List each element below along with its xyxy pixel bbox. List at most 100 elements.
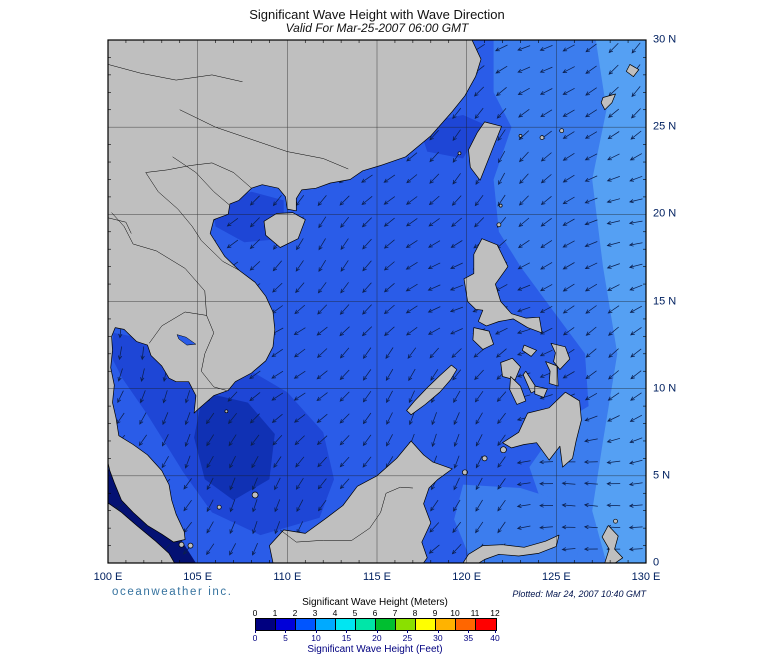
palawan-island	[406, 364, 458, 416]
feet-tick-mark	[437, 630, 439, 633]
leyte-island	[545, 361, 559, 387]
meters-tick-label: 6	[372, 608, 378, 618]
feet-tick-label: 10	[311, 633, 321, 643]
feet-tick-mark	[285, 630, 287, 633]
lon-label: 105 E	[183, 571, 213, 583]
small-island	[457, 151, 462, 156]
meters-tick-label: 9	[432, 608, 438, 618]
colorbar-segment	[316, 619, 336, 630]
colorbar-segment	[416, 619, 436, 630]
oceanweather-logo-text: oceanweather inc.	[112, 586, 233, 598]
chart-subtitle: Valid For Mar-25-2007 06:00 GMT	[285, 21, 469, 35]
lon-label: 120 E	[452, 571, 482, 583]
masbate-island	[521, 344, 537, 357]
small-island	[251, 491, 259, 499]
meters-tick-label: 5	[352, 608, 358, 618]
small-island	[178, 541, 185, 548]
mindoro-island	[472, 327, 494, 350]
feet-tick-mark	[255, 630, 256, 633]
meters-tick-label: 4	[332, 608, 338, 618]
feet-tick-mark	[407, 630, 409, 633]
feet-tick-mark	[346, 630, 348, 633]
feet-tick-label: 20	[372, 633, 382, 643]
small-island	[559, 128, 565, 134]
chart-title: Significant Wave Height with Wave Direct…	[249, 7, 505, 22]
small-island	[498, 203, 503, 208]
lat-label: 10 N	[653, 382, 677, 395]
colorbar-segment	[436, 619, 456, 630]
legend-feet-title: Significant Wave Height (Feet)	[307, 644, 443, 655]
lat-label: 15 N	[653, 294, 677, 307]
small-island	[539, 135, 545, 140]
feet-tick-label: 40	[490, 633, 500, 643]
graticule-layer	[108, 40, 646, 563]
colorbar-segment	[256, 619, 276, 630]
feet-tick-label: 25	[402, 633, 413, 643]
samar-island	[550, 342, 571, 370]
sulawesi-island	[462, 534, 560, 563]
meters-tick-label: 11	[470, 608, 480, 618]
feet-tick-label: 15	[341, 633, 352, 643]
meters-tick-label: 10	[450, 608, 460, 618]
feet-tick-mark	[468, 630, 470, 633]
small-island	[518, 134, 523, 138]
colorbar-segment	[356, 619, 376, 630]
cebu-island	[522, 370, 538, 394]
mainland-asia	[108, 40, 482, 543]
colorbar-segment	[456, 619, 476, 630]
borneo-island	[269, 440, 453, 563]
borders-rivers-layer	[108, 64, 413, 543]
amami-island	[625, 64, 640, 77]
lon-label: 130 E	[631, 571, 661, 583]
colorbar-segment	[476, 619, 496, 630]
small-island	[481, 455, 488, 462]
lat-label: 0	[653, 556, 660, 569]
meters-tick-label: 0	[252, 608, 258, 618]
feet-tick-mark	[315, 630, 317, 633]
lat-label: 20 N	[653, 207, 677, 220]
mindanao-island	[502, 391, 582, 468]
small-island	[216, 504, 222, 510]
land-layer	[108, 40, 640, 563]
map-layers	[108, 40, 646, 563]
luzon-island	[463, 238, 543, 334]
small-island	[224, 409, 229, 414]
small-island	[613, 518, 618, 524]
lon-label: 125 E	[541, 571, 571, 583]
plotted-timestamp: Plotted: Mar 24, 2007 10:40 GMT	[512, 589, 646, 599]
meters-tick-label: 7	[392, 608, 398, 618]
meters-tick-label: 8	[412, 608, 418, 618]
meters-tick-label: 12	[490, 608, 500, 618]
small-island	[462, 469, 468, 476]
colorbar-segment	[376, 619, 396, 630]
map-frame	[107, 39, 647, 564]
bohol-island	[534, 385, 548, 398]
hainan-island	[263, 212, 306, 248]
tonle-sap-lake	[176, 334, 197, 346]
lon-label: 100 E	[93, 571, 123, 583]
lat-label: 5 N	[653, 469, 671, 482]
colorbar-segment	[296, 619, 316, 630]
feet-tick-label: 35	[463, 633, 474, 643]
small-island	[187, 542, 194, 549]
negros-island	[509, 376, 527, 405]
feet-tick-label: 5	[283, 633, 288, 643]
meters-tick-label: 2	[292, 608, 298, 618]
feet-tick-label: 30	[433, 633, 443, 643]
meters-tick-label: 3	[312, 608, 318, 618]
panay-island	[500, 357, 521, 381]
small-island	[500, 446, 507, 454]
taiwan-island	[468, 121, 502, 181]
feet-tick-mark	[376, 630, 378, 633]
feet-tick-label: 0	[252, 633, 258, 643]
feet-tick-mark	[495, 630, 496, 633]
legend-meters-title: Significant Wave Height (Meters)	[302, 597, 448, 608]
okinawa-island	[600, 93, 616, 111]
lon-label: 115 E	[363, 571, 391, 583]
colorbar	[255, 618, 497, 631]
small-island	[496, 222, 502, 228]
lon-label: 110 E	[273, 571, 302, 583]
